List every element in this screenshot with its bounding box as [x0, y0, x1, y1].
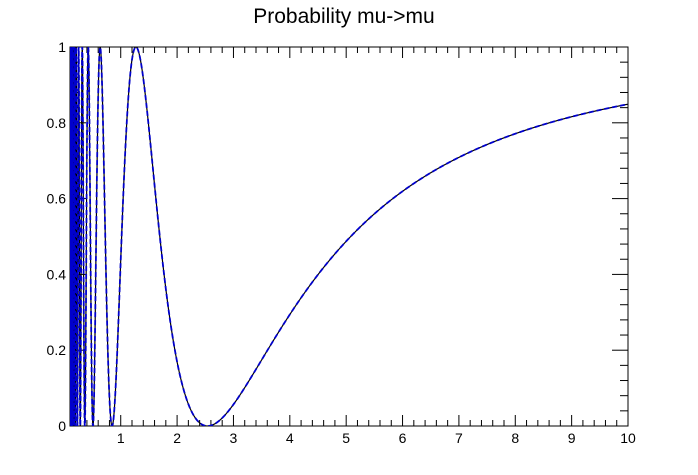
x-tick-label: 8 [511, 430, 519, 446]
x-tick-label: 4 [286, 430, 294, 446]
x-tick-label: 1 [117, 430, 125, 446]
x-tick-label: 6 [399, 430, 407, 446]
data-point [514, 130, 516, 132]
y-tick-label: 0.6 [47, 191, 67, 207]
data-point [176, 281, 178, 283]
data-point [402, 186, 404, 188]
y-tick-label: 0.4 [47, 266, 67, 282]
data-point [148, 88, 150, 90]
y-tick-label: 0.2 [47, 342, 67, 358]
data-point [345, 236, 347, 238]
series-line-solid [70, 47, 628, 426]
data-point [233, 410, 235, 412]
x-tick-label: 10 [620, 430, 636, 446]
x-tick-label: 7 [455, 430, 463, 446]
x-tick-label: 5 [342, 430, 350, 446]
plot-frame [69, 46, 629, 427]
y-tick-label: 0 [58, 418, 66, 434]
data-point [458, 152, 460, 154]
y-tick-label: 0.8 [47, 115, 67, 131]
x-tick-label: 2 [173, 430, 181, 446]
data-point [571, 114, 573, 116]
y-tick-label: 1 [58, 39, 66, 55]
x-tick-label: 9 [568, 430, 576, 446]
x-tick-label: 3 [230, 430, 238, 446]
series-line-dashed [70, 47, 628, 426]
chart-title: Probability mu->mu [253, 5, 434, 28]
plot-area: 1 2 3 4 5 6 7 8 9 10 0 0.2 0.4 0.6 0.8 1 [47, 39, 636, 446]
